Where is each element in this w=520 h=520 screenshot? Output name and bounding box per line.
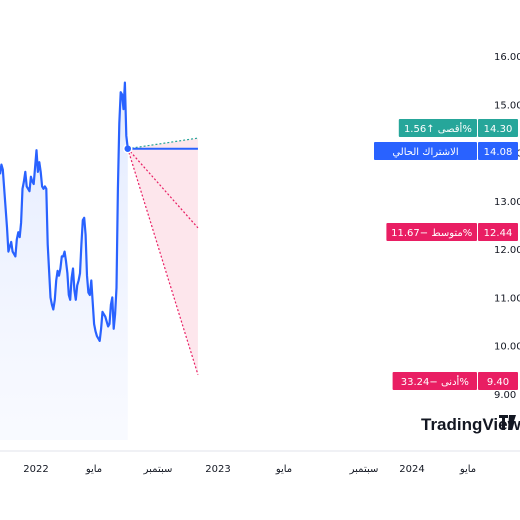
current-badge-label-box (374, 142, 477, 160)
current-badge: الاشتراك الحالي 14.08 (374, 142, 518, 160)
forecast-low-line (127, 148, 199, 375)
history-series (0, 81, 129, 342)
x-tick-label: 2022 (23, 464, 48, 475)
forecast-average-line (127, 148, 199, 229)
y-tick-label: 15.00 (494, 100, 520, 111)
tradingview-logo: TradingView (421, 415, 520, 434)
y-tick-label: 9.00 (494, 390, 516, 401)
x-tick-label: مايو (85, 464, 102, 475)
low-badge-value: 9.40 (487, 377, 509, 388)
forecast-labels: أقصى ↑1.56% 14.30 الاشتراك الحالي 14.08 متوس… (374, 119, 518, 390)
current-badge-label: الاشتراك الحالي (392, 147, 458, 158)
x-axis: 2022 مايو سبتمبر 2023 مايو سبتمبر 2024 مايو (0, 450, 520, 475)
current-badge-value-box (478, 142, 518, 160)
forecast-cone (127, 138, 198, 375)
history-area (0, 82, 128, 440)
high-badge: أقصى ↑1.56% 14.30 (398, 119, 518, 137)
average-badge-label-box (386, 223, 477, 241)
forecast-area (123, 137, 199, 375)
x-tick-label: مايو (459, 464, 476, 475)
y-tick-label: 11.00 (494, 293, 520, 304)
x-tick-label: سبتمبر (349, 464, 379, 475)
average-badge-value-box (478, 223, 518, 241)
low-badge-value-box (478, 372, 518, 390)
y-tick-label: 12.00 (494, 245, 520, 256)
y-tick-label: 13.00 (494, 197, 520, 208)
low-badge-label: أدنى −33.24% (401, 375, 469, 388)
low-badge-label-box (392, 372, 477, 390)
price-line (0, 81, 129, 342)
average-badge-label: متوسط −11.67% (391, 228, 472, 239)
x-tick-label: مايو (275, 464, 292, 475)
logo-mark-icon (499, 415, 516, 430)
current-badge-value: 14.08 (484, 147, 513, 158)
high-badge-label-box (398, 119, 477, 137)
y-tick-label: 16.00 (494, 52, 520, 63)
average-badge: متوسط −11.67% 12.44 (386, 223, 518, 241)
high-badge-value-box (478, 119, 518, 137)
x-tick-label: سبتمبر (143, 464, 173, 475)
high-badge-label: أقصى ↑1.56% (404, 122, 472, 135)
logo-wordmark: TradingView (421, 415, 520, 434)
high-badge-value: 14.30 (484, 124, 513, 135)
history-area-fill (0, 82, 128, 440)
x-tick-label: 2023 (205, 464, 230, 475)
y-tick-label: 10.00 (494, 342, 520, 353)
average-badge-value: 12.44 (484, 228, 513, 239)
low-badge: أدنى −33.24% 9.40 (392, 372, 518, 390)
x-tick-label: 2024 (399, 464, 424, 475)
